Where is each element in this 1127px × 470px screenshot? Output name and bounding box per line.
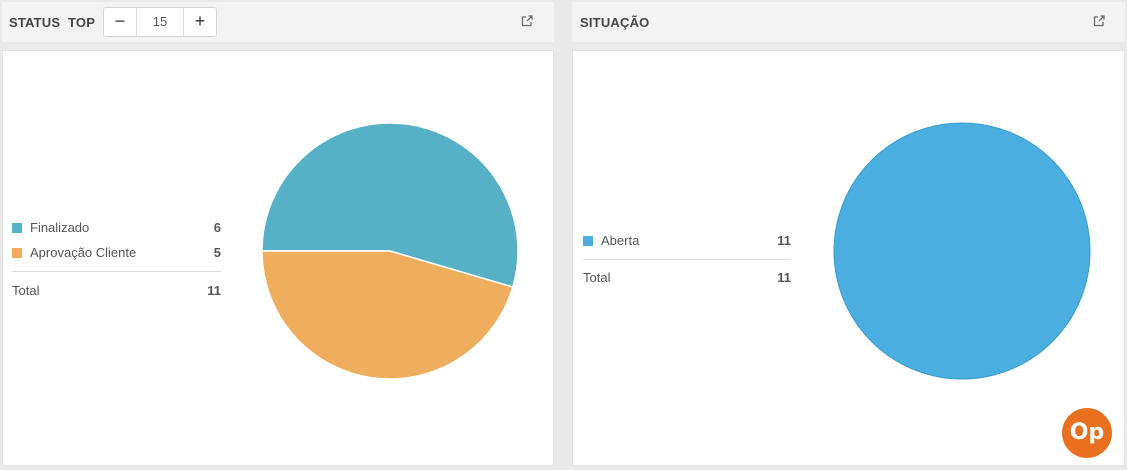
situacao-panel: SITUAÇÃO Aberta 11 Total 11 [570, 0, 1127, 470]
legend-label: Finalizado [30, 220, 90, 235]
legend-swatch [583, 236, 593, 246]
legend-total-label: Total [583, 270, 611, 285]
legend-item-finalizado: Finalizado 6 [12, 219, 221, 237]
situacao-legend: Aberta 11 Total 11 [583, 232, 791, 292]
status-panel-title: STATUS [9, 15, 61, 30]
decrement-button[interactable]: − [104, 8, 137, 36]
legend-item-aprovacao-cliente: Aprovação Cliente 5 [12, 244, 221, 262]
status-panel: STATUS TOP − 15 + Finalizado 6 Aprovação… [0, 0, 556, 470]
situacao-pie-chart [833, 122, 1091, 380]
status-panel-body: Finalizado 6 Aprovação Cliente 5 Total 1… [2, 50, 554, 466]
legend-divider [12, 271, 221, 272]
legend-item-aberta: Aberta 11 [583, 232, 791, 250]
situacao-panel-header: SITUAÇÃO [572, 2, 1125, 42]
status-panel-header: STATUS TOP − 15 + [2, 2, 554, 42]
external-link-icon[interactable] [1092, 14, 1106, 28]
status-legend: Finalizado 6 Aprovação Cliente 5 Total 1… [12, 219, 221, 309]
situacao-panel-body: Aberta 11 Total 11 [572, 50, 1125, 466]
legend-swatch [12, 223, 22, 233]
legend-value: 6 [213, 220, 221, 235]
pie-slice-aprovação-cliente[interactable] [261, 250, 514, 380]
top-stepper: − 15 + [103, 7, 217, 37]
pie-slice-finalizado[interactable] [261, 122, 519, 288]
legend-value: 5 [213, 245, 221, 260]
legend-total-label: Total [12, 283, 40, 298]
status-pie-chart [261, 122, 519, 380]
legend-label: Aprovação Cliente [30, 245, 137, 260]
top-value-input[interactable]: 15 [152, 14, 168, 29]
op-logo-icon[interactable]: Op [1062, 408, 1112, 458]
legend-total-value: 11 [777, 270, 791, 285]
external-link-icon[interactable] [520, 14, 534, 28]
increment-button[interactable]: + [183, 8, 216, 36]
legend-divider [583, 259, 791, 260]
legend-label: Aberta [601, 233, 640, 248]
top-label: TOP [68, 15, 96, 30]
legend-total-value: 11 [207, 283, 221, 298]
legend-swatch [12, 248, 22, 258]
pie-slice-aberta[interactable] [833, 122, 1091, 380]
legend-value: 11 [777, 233, 791, 248]
situacao-panel-title: SITUAÇÃO [580, 15, 650, 30]
